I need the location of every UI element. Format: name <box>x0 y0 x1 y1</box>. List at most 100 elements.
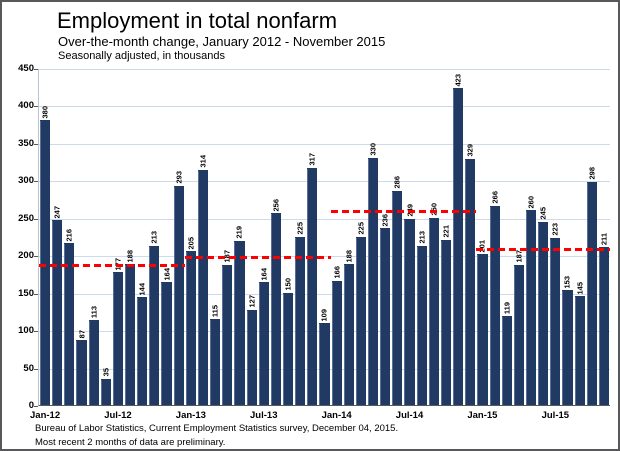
bar-Mar-13: 115 <box>209 69 221 405</box>
y-axis-tick <box>34 69 38 70</box>
bar-Jun-12: 35 <box>100 69 112 405</box>
bar-Oct-13: 225 <box>294 69 306 405</box>
bar-Jul-13: 164 <box>258 69 270 405</box>
bar-rect <box>550 238 561 405</box>
y-axis-label-400: 400 <box>18 100 34 112</box>
bar-rect <box>489 205 500 405</box>
bar-Jun-13: 127 <box>246 69 258 405</box>
bar-Sep-12: 144 <box>136 69 148 405</box>
bar-value-label: 150 <box>283 278 293 291</box>
bar-value-label: 145 <box>575 281 585 295</box>
bar-rect <box>574 296 585 405</box>
y-axis-label-450: 450 <box>18 63 34 74</box>
bar-May-13: 219 <box>233 69 245 405</box>
bar-value-label: 213 <box>149 230 159 244</box>
chart-title: Employment in total nonfarm <box>57 8 338 33</box>
bar-Nov-13: 317 <box>306 69 318 405</box>
bar-rect <box>295 236 306 405</box>
bar-value-label: 329 <box>465 144 475 157</box>
bar-rect <box>343 264 354 405</box>
bar-rect <box>137 297 148 405</box>
bar-value-label: 330 <box>368 143 378 156</box>
bar-Sep-14: 250 <box>428 69 440 405</box>
bar-value-label: 247 <box>52 205 62 219</box>
y-axis-label-50: 50 <box>23 362 34 374</box>
y-axis-label-150: 150 <box>18 287 34 299</box>
bar-value-label: 219 <box>234 226 244 239</box>
bar-Aug-13: 256 <box>270 69 282 405</box>
bar-value-label: 188 <box>344 249 354 263</box>
bar-Aug-15: 153 <box>561 69 573 405</box>
bar-May-15: 260 <box>525 69 537 405</box>
gridline-150 <box>39 293 610 295</box>
bar-rect <box>185 251 196 405</box>
bar-value-label: 256 <box>271 198 281 212</box>
bar-rect <box>440 239 452 405</box>
bar-Feb-13: 314 <box>197 69 209 405</box>
bar-value-label: 166 <box>332 266 342 279</box>
bar-Dec-14: 329 <box>464 69 476 405</box>
bar-rect <box>222 264 233 405</box>
bar-Oct-12: 213 <box>148 69 160 405</box>
x-axis-label-Jan-13: Jan-13 <box>175 410 206 421</box>
bar-Apr-13: 187 <box>221 69 233 405</box>
bar-rect <box>538 221 549 405</box>
y-axis-tick <box>34 293 38 295</box>
bar-value-label: 164 <box>259 267 269 281</box>
bar-rect <box>368 157 379 405</box>
bar-Aug-12: 188 <box>124 69 136 405</box>
bar-value-label: 298 <box>587 167 597 180</box>
y-axis-tick <box>34 106 38 108</box>
bar-Jan-13: 205 <box>185 69 197 405</box>
bar-value-label: 187 <box>514 250 524 263</box>
bar-Sep-15: 145 <box>574 69 586 405</box>
bar-Feb-12: 247 <box>51 69 63 405</box>
bar-rect <box>52 220 63 405</box>
bar-rect <box>404 218 415 405</box>
plot-area: 3802472168711335177188144213164293205314… <box>30 69 610 421</box>
bar-value-label: 260 <box>526 195 536 209</box>
bar-rect <box>112 272 124 405</box>
bar-rect <box>562 290 573 405</box>
bar-rect <box>586 181 597 405</box>
y-axis-tick <box>34 143 38 145</box>
y-axis-tick <box>34 218 38 220</box>
bar-value-label: 109 <box>319 308 329 322</box>
bar-value-label: 266 <box>490 191 500 204</box>
bar-rect <box>173 185 184 405</box>
bar-Dec-12: 293 <box>173 69 185 405</box>
bar-value-label: 221 <box>441 224 451 238</box>
y-axis-label-350: 350 <box>18 137 34 149</box>
bar-value-label: 236 <box>380 213 390 227</box>
bar-rect <box>161 282 172 405</box>
bar-rect <box>380 228 391 405</box>
gridline-350 <box>39 143 610 145</box>
bar-Oct-15: 298 <box>586 69 598 405</box>
bar-rect <box>331 280 342 405</box>
bar-rect <box>100 378 111 405</box>
x-axis-label-Jan-12: Jan-12 <box>30 410 61 421</box>
bar-rect <box>453 88 464 405</box>
bar-Nov-12: 164 <box>160 69 172 405</box>
bar-Jul-12: 177 <box>112 69 124 405</box>
bar-value-label: 119 <box>502 301 512 314</box>
bar-rect <box>501 315 512 405</box>
bar-Jun-14: 286 <box>391 69 403 405</box>
bar-rect <box>64 243 75 405</box>
bar-Feb-15: 266 <box>489 69 501 405</box>
bar-value-label: 87 <box>77 329 86 338</box>
bar-rect <box>76 339 87 405</box>
y-axis-tick <box>34 406 38 407</box>
x-axis-label-Jul-14: Jul-14 <box>395 410 424 421</box>
bar-rect <box>477 254 488 405</box>
bar-Nov-14: 423 <box>452 69 464 405</box>
bar-value-label: 223 <box>550 223 560 236</box>
y-axis-tick <box>34 256 38 258</box>
bar-rect <box>246 309 257 405</box>
bar-Mar-15: 119 <box>501 69 513 405</box>
y-axis-tick <box>34 331 38 333</box>
bar-rect <box>525 210 537 405</box>
gridline-450 <box>39 69 610 70</box>
bar-value-label: 115 <box>210 304 220 317</box>
x-axis-label-Jul-15: Jul-15 <box>541 410 570 421</box>
